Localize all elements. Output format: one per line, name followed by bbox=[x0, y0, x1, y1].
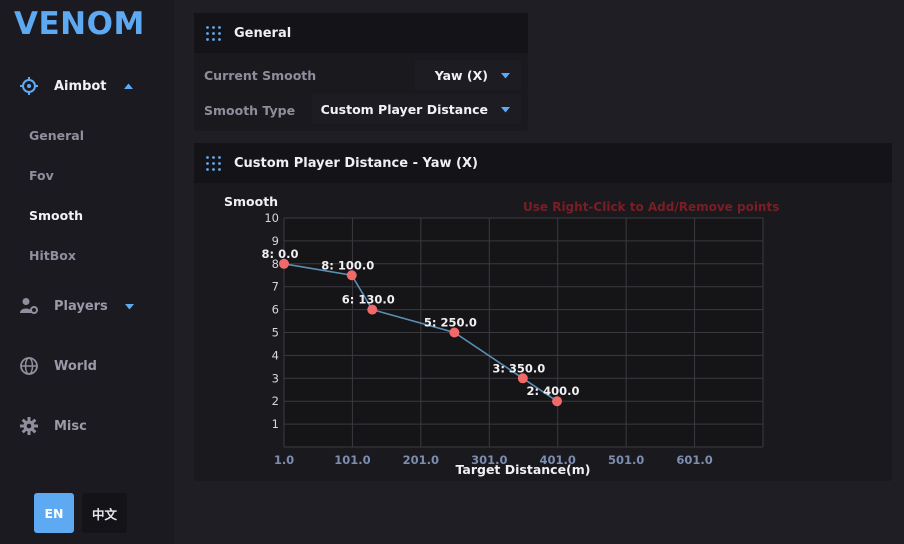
nav-world-label: World bbox=[54, 358, 97, 374]
nav-misc[interactable]: Misc bbox=[18, 411, 158, 441]
y-tick-label: 9 bbox=[272, 234, 279, 248]
y-tick-label: 3 bbox=[272, 371, 279, 385]
chevron-down-icon bbox=[501, 106, 510, 112]
nav-world[interactable]: World bbox=[18, 351, 158, 381]
players-gear-icon bbox=[18, 295, 40, 317]
caret-up-icon bbox=[123, 81, 134, 92]
subnav-smooth[interactable]: Smooth bbox=[29, 208, 84, 223]
y-tick-label: 10 bbox=[264, 211, 279, 225]
y-tick-label: 2 bbox=[272, 394, 279, 408]
x-tick-label: 401.0 bbox=[540, 453, 576, 467]
grip-dots-icon bbox=[206, 155, 221, 171]
y-tick-label: 4 bbox=[272, 348, 279, 362]
nav-players-label: Players bbox=[54, 298, 108, 314]
curve-point-label: 5: 250.0 bbox=[424, 316, 477, 330]
curve-points[interactable]: 8: 0.0 8: 100.0 6: 130.0 5: 250.0 3: 350.0 2:… bbox=[262, 247, 580, 407]
sidebar: VENOM Aimbot General Fov Smooth HitBox P… bbox=[0, 0, 174, 544]
y-tick-label: 8 bbox=[272, 257, 279, 271]
current-smooth-label: Current Smooth bbox=[204, 68, 317, 83]
x-tick-label: 501.0 bbox=[608, 453, 644, 467]
smooth-type-dropdown[interactable]: Custom Player Distance bbox=[312, 94, 521, 124]
current-smooth-value: Yaw (X) bbox=[434, 67, 488, 83]
curve-point[interactable] bbox=[279, 258, 289, 269]
grip-dots-icon bbox=[206, 25, 221, 41]
curve-point[interactable] bbox=[517, 373, 528, 384]
subnav-hitbox[interactable]: HitBox bbox=[29, 248, 76, 263]
globe-icon bbox=[18, 355, 40, 377]
x-tick-label: 301.0 bbox=[471, 453, 507, 467]
curve-point[interactable] bbox=[552, 396, 563, 407]
curve-panel-title: Custom Player Distance - Yaw (X) bbox=[234, 155, 478, 171]
y-axis-ticks: 10 9 8 7 6 5 4 3 2 1 bbox=[264, 211, 279, 431]
curve-point-label: 3: 350.0 bbox=[492, 361, 545, 375]
curve-point-label: 8: 100.0 bbox=[321, 258, 374, 272]
curve-panel-header: Custom Player Distance - Yaw (X) bbox=[194, 143, 892, 183]
nav-players[interactable]: Players bbox=[18, 291, 158, 321]
current-smooth-dropdown[interactable]: Yaw (X) bbox=[415, 60, 521, 90]
subnav-general[interactable]: General bbox=[29, 128, 84, 143]
curve-point[interactable] bbox=[449, 327, 460, 338]
x-tick-label: 101.0 bbox=[334, 453, 370, 467]
caret-down-icon bbox=[124, 301, 135, 312]
general-panel: General Current Smooth Yaw (X) Smooth Ty… bbox=[194, 13, 528, 131]
smooth-curve-line bbox=[283, 263, 558, 402]
y-tick-label: 7 bbox=[272, 280, 279, 294]
general-panel-header: General bbox=[194, 13, 528, 53]
general-panel-title: General bbox=[234, 25, 292, 41]
language-en-button[interactable]: EN bbox=[34, 493, 74, 533]
smooth-type-value: Custom Player Distance bbox=[320, 101, 488, 117]
language-zh-button[interactable]: 中文 bbox=[82, 493, 127, 533]
nav-aimbot-label: Aimbot bbox=[54, 78, 107, 94]
curve-point-label: 8: 0.0 bbox=[262, 247, 299, 261]
x-axis-ticks: 1.0 101.0 201.0 301.0 401.0 501.0 601.0 bbox=[274, 453, 713, 467]
x-tick-label: 1.0 bbox=[274, 453, 294, 467]
y-tick-label: 6 bbox=[272, 303, 279, 317]
gear-icon bbox=[18, 415, 40, 437]
x-tick-label: 601.0 bbox=[676, 453, 712, 467]
crosshair-icon bbox=[18, 75, 40, 97]
nav-aimbot[interactable]: Aimbot bbox=[18, 71, 158, 101]
chevron-down-icon bbox=[501, 72, 510, 78]
main-content: General Current Smooth Yaw (X) Smooth Ty… bbox=[174, 0, 904, 544]
x-axis-label: Target Distance(m) bbox=[455, 462, 590, 477]
smooth-curve-chart[interactable]: 10 9 8 7 6 5 4 3 2 1 1.0 101.0 201.0 301.0 401.0 501.0… bbox=[194, 143, 892, 481]
smooth-type-label: Smooth Type bbox=[204, 103, 296, 118]
x-tick-label: 201.0 bbox=[403, 453, 439, 467]
curve-point[interactable] bbox=[367, 304, 378, 315]
subnav-fov[interactable]: Fov bbox=[29, 168, 54, 183]
curve-point[interactable] bbox=[346, 270, 357, 281]
y-tick-label: 5 bbox=[272, 326, 279, 340]
curve-point-label: 2: 400.0 bbox=[527, 384, 580, 398]
y-axis-label: Smooth bbox=[224, 194, 278, 209]
right-click-hint: Use Right-Click to Add/Remove points bbox=[523, 200, 780, 214]
nav-misc-label: Misc bbox=[54, 418, 87, 434]
curve-panel: Custom Player Distance - Yaw (X) 10 9 8 7 6 5… bbox=[194, 143, 892, 481]
chart-grid bbox=[283, 217, 764, 448]
y-tick-label: 1 bbox=[272, 417, 279, 431]
brand-logo: VENOM bbox=[14, 6, 145, 42]
curve-point-label: 6: 130.0 bbox=[342, 293, 395, 307]
